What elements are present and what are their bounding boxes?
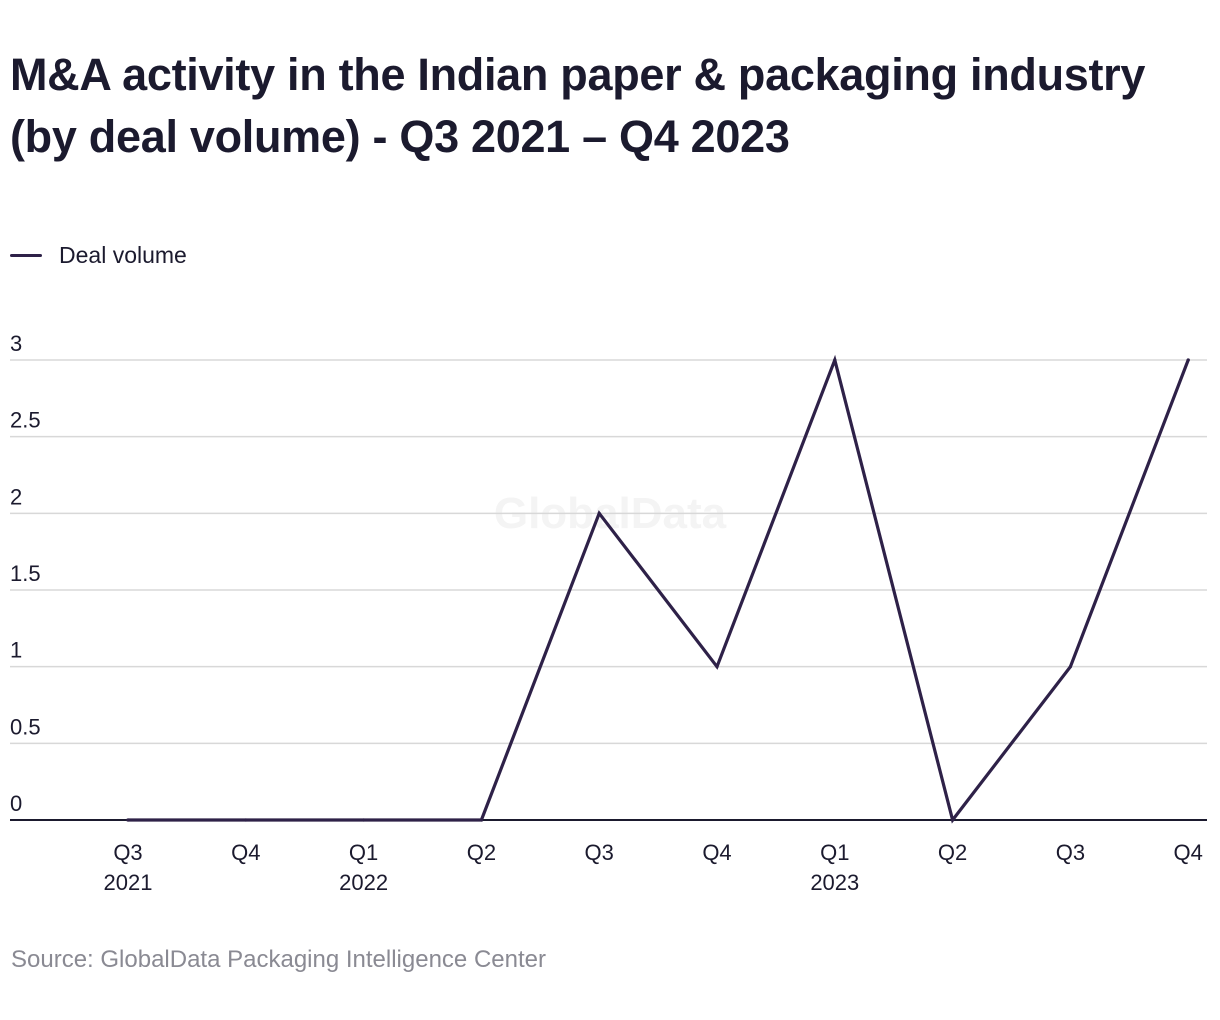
data-point [1186, 358, 1190, 362]
chart-title: M&A activity in the Indian paper & packa… [10, 49, 1146, 162]
data-point [833, 358, 837, 362]
x-tick-label: Q3 [585, 840, 614, 865]
y-tick-label: 2 [10, 484, 22, 509]
legend: Deal volume [10, 242, 187, 269]
y-tick-label: 1 [10, 638, 22, 663]
data-point [244, 818, 248, 822]
x-tick-year-label: 2022 [339, 870, 388, 895]
x-tick-label: Q1 [349, 840, 378, 865]
legend-label: Deal volume [59, 242, 187, 268]
legend-line-swatch [10, 254, 42, 257]
x-tick-label: Q3 [1056, 840, 1085, 865]
x-tick-label: Q4 [1174, 840, 1203, 865]
y-tick-label: 3 [10, 331, 22, 356]
data-point [1068, 665, 1072, 669]
y-tick-label: 2.5 [10, 408, 41, 433]
source-note: Source: GlobalData Packaging Intelligenc… [11, 946, 546, 973]
data-point [362, 818, 366, 822]
x-tick-label: Q2 [938, 840, 967, 865]
data-point [479, 818, 483, 822]
x-tick-label: Q4 [702, 840, 731, 865]
x-tick-year-label: 2023 [810, 870, 859, 895]
data-point [597, 511, 601, 515]
x-tick-label: Q4 [231, 840, 260, 865]
x-tick-label: Q2 [467, 840, 496, 865]
y-tick-label: 1.5 [10, 561, 41, 586]
x-tick-year-label: 2021 [104, 870, 153, 895]
data-point [715, 665, 719, 669]
series-line-deal-volume [126, 354, 1190, 824]
x-tick-label: Q1 [820, 840, 849, 865]
x-tick-label: Q3 [113, 840, 142, 865]
y-tick-label: 0 [10, 791, 22, 816]
data-point [126, 818, 130, 822]
y-tick-label: 0.5 [10, 714, 41, 739]
data-point [951, 818, 955, 822]
